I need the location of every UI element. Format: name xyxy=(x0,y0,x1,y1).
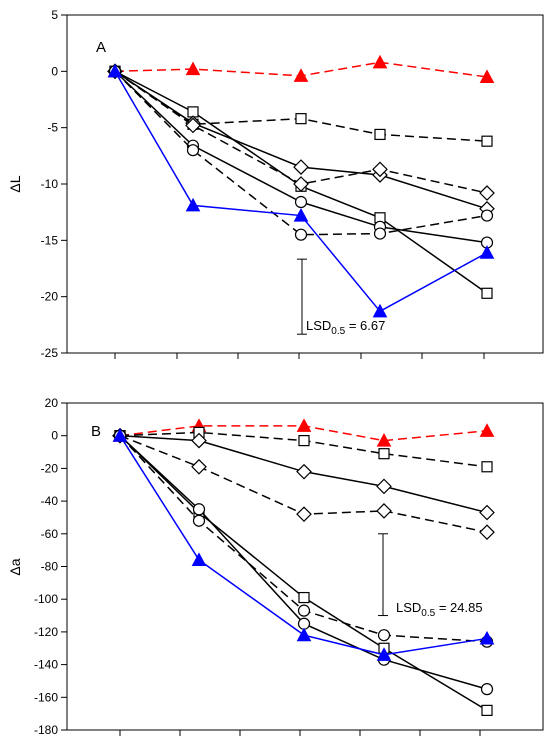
panel-b-y-tick-label: -180 xyxy=(34,723,58,737)
panel-b-series xyxy=(112,418,495,716)
panel-b-lsd-label: LSD0.5 = 24.85 xyxy=(396,600,483,619)
panel-a-series-7-line xyxy=(114,70,488,236)
panel-a-series-8 xyxy=(107,63,495,318)
panel-b-series-8-point xyxy=(479,630,495,645)
panel-b-series-8 xyxy=(112,428,495,661)
panel-a-series-1-point xyxy=(479,69,495,83)
panel-b-y-tick-label: -40 xyxy=(41,494,59,508)
panel-a-lsd-label: LSD0.5 = 6.67 xyxy=(306,318,385,337)
panel-a-y-tick-label: 0 xyxy=(51,64,58,78)
panel-b-series-4-point xyxy=(479,524,495,541)
panel-a-label: A xyxy=(96,39,106,56)
panel-a-series-1 xyxy=(107,54,495,83)
panel-b-y-tick-label: -20 xyxy=(41,461,59,475)
panel-b-series-8-point xyxy=(376,647,392,661)
panel-b-series-5-point xyxy=(298,591,310,604)
panel-a-series-8-point xyxy=(293,207,309,222)
panel-b-series-7-point xyxy=(377,629,391,642)
panel-b-y-tick-label: -80 xyxy=(41,560,59,574)
panel-b-y-axis-label: Δa xyxy=(7,558,23,575)
panel-b-series-2-point xyxy=(378,448,390,460)
panel-a: A ΔL 5 0 -5 -10 -15 -20 -25 LSD0.5 = 6.67 xyxy=(7,8,544,360)
panel-a-series-4-point xyxy=(293,159,309,175)
panel-a-y-tick-label: -10 xyxy=(41,177,59,191)
panel-b-series-3-point xyxy=(191,432,207,449)
panel-b-y-tick-label: 20 xyxy=(45,396,59,410)
panel-b-y-tick-label: -160 xyxy=(34,690,58,704)
panel-b-series-4-point xyxy=(191,458,207,475)
panel-a-series-5-point xyxy=(479,185,495,201)
panel-b-series-6-point xyxy=(192,503,206,516)
panel-a-series-8-point xyxy=(185,197,201,212)
panel-b-series-6-point xyxy=(480,683,494,696)
panel-a-y-axis-label: ΔL xyxy=(7,175,23,192)
panel-a-series-5-point xyxy=(293,176,309,192)
panel-a-series-5-point xyxy=(372,161,388,178)
panel-a-series-1-point xyxy=(372,54,388,69)
panel-a-series-8-point xyxy=(107,63,123,78)
panel-a-series xyxy=(107,54,495,318)
panel-a-y-tick-label: -15 xyxy=(41,233,59,247)
panel-b-series-2-point xyxy=(481,461,493,473)
panel-b-y-tick-label: -140 xyxy=(34,658,58,672)
panel-a-y-tick-label: -5 xyxy=(47,121,58,135)
panel-b-series-4-point xyxy=(296,506,312,523)
panel-a-y-tick-label: 5 xyxy=(51,8,58,22)
panel-a-y-tick-label: -25 xyxy=(41,346,59,360)
panel-a-series-4 xyxy=(107,63,495,217)
panel-b-series-1-point xyxy=(376,433,392,447)
panel-b-series-2-point xyxy=(298,435,310,447)
panel-a-axes: 5 0 -5 -10 -15 -20 -25 xyxy=(41,8,485,360)
panel-a-series-7-point xyxy=(294,228,308,241)
panel-a-y-tick-label: -20 xyxy=(41,290,59,304)
panel-a-series-3-point xyxy=(481,287,493,299)
panel-b-y-tick-label: -100 xyxy=(34,592,58,606)
panel-b-series-4-point xyxy=(376,503,392,519)
panel-b-y-tick-label: 0 xyxy=(51,429,58,443)
panel-a-series-2-point xyxy=(481,135,493,147)
panel-b-y-tick-label: -120 xyxy=(34,625,58,639)
panel-a-series-1-point xyxy=(185,61,201,76)
panel-b-series-7-point xyxy=(192,514,206,527)
panel-a-series-7-point xyxy=(186,144,200,157)
panel-b-series-1-point xyxy=(296,418,312,432)
panel-a-series-7-point xyxy=(373,227,387,240)
panel-a-series-1-point xyxy=(293,68,309,82)
panel-a-series-2-point xyxy=(374,128,386,141)
panel-a-series-5 xyxy=(107,63,495,201)
panel-a-series-6-point xyxy=(294,195,308,209)
panel-b-lsd-annotation: LSD0.5 = 24.85 xyxy=(378,533,483,619)
panel-a-series-8-point xyxy=(372,303,388,318)
panel-b-axes: 20 0 -20 -40 -60 -80 -100 -120 -140 -160 -180 xyxy=(34,396,481,737)
panel-b-series-8-point xyxy=(296,627,312,642)
panel-b-series-8-point xyxy=(112,428,128,442)
panel-b-y-tick-label: -60 xyxy=(41,527,59,541)
panel-b-series-3-point xyxy=(296,463,312,480)
panel-b-series-8-point xyxy=(191,552,207,566)
panel-b-series-3-point xyxy=(376,478,392,495)
panel-b-series-7-point xyxy=(297,604,311,617)
panel-b-series-3-point xyxy=(479,504,495,521)
panel-a-lsd-annotation: LSD0.5 = 6.67 xyxy=(297,258,385,337)
panel-a-series-7-point xyxy=(480,209,494,222)
panel-b-series-6-point xyxy=(297,617,311,630)
panel-a-series-8-point xyxy=(479,245,495,259)
panel-a-series-5-point xyxy=(185,117,201,134)
panel-b-series-5-point xyxy=(481,704,493,716)
panel-b-label: B xyxy=(91,423,101,440)
panel-b: B Δa 20 0 -20 -40 -60 -80 -100 -120 -140 -160 -180… xyxy=(7,396,544,737)
panel-b-series-1-point xyxy=(479,423,495,437)
panel-a-series-2-point xyxy=(295,113,307,125)
